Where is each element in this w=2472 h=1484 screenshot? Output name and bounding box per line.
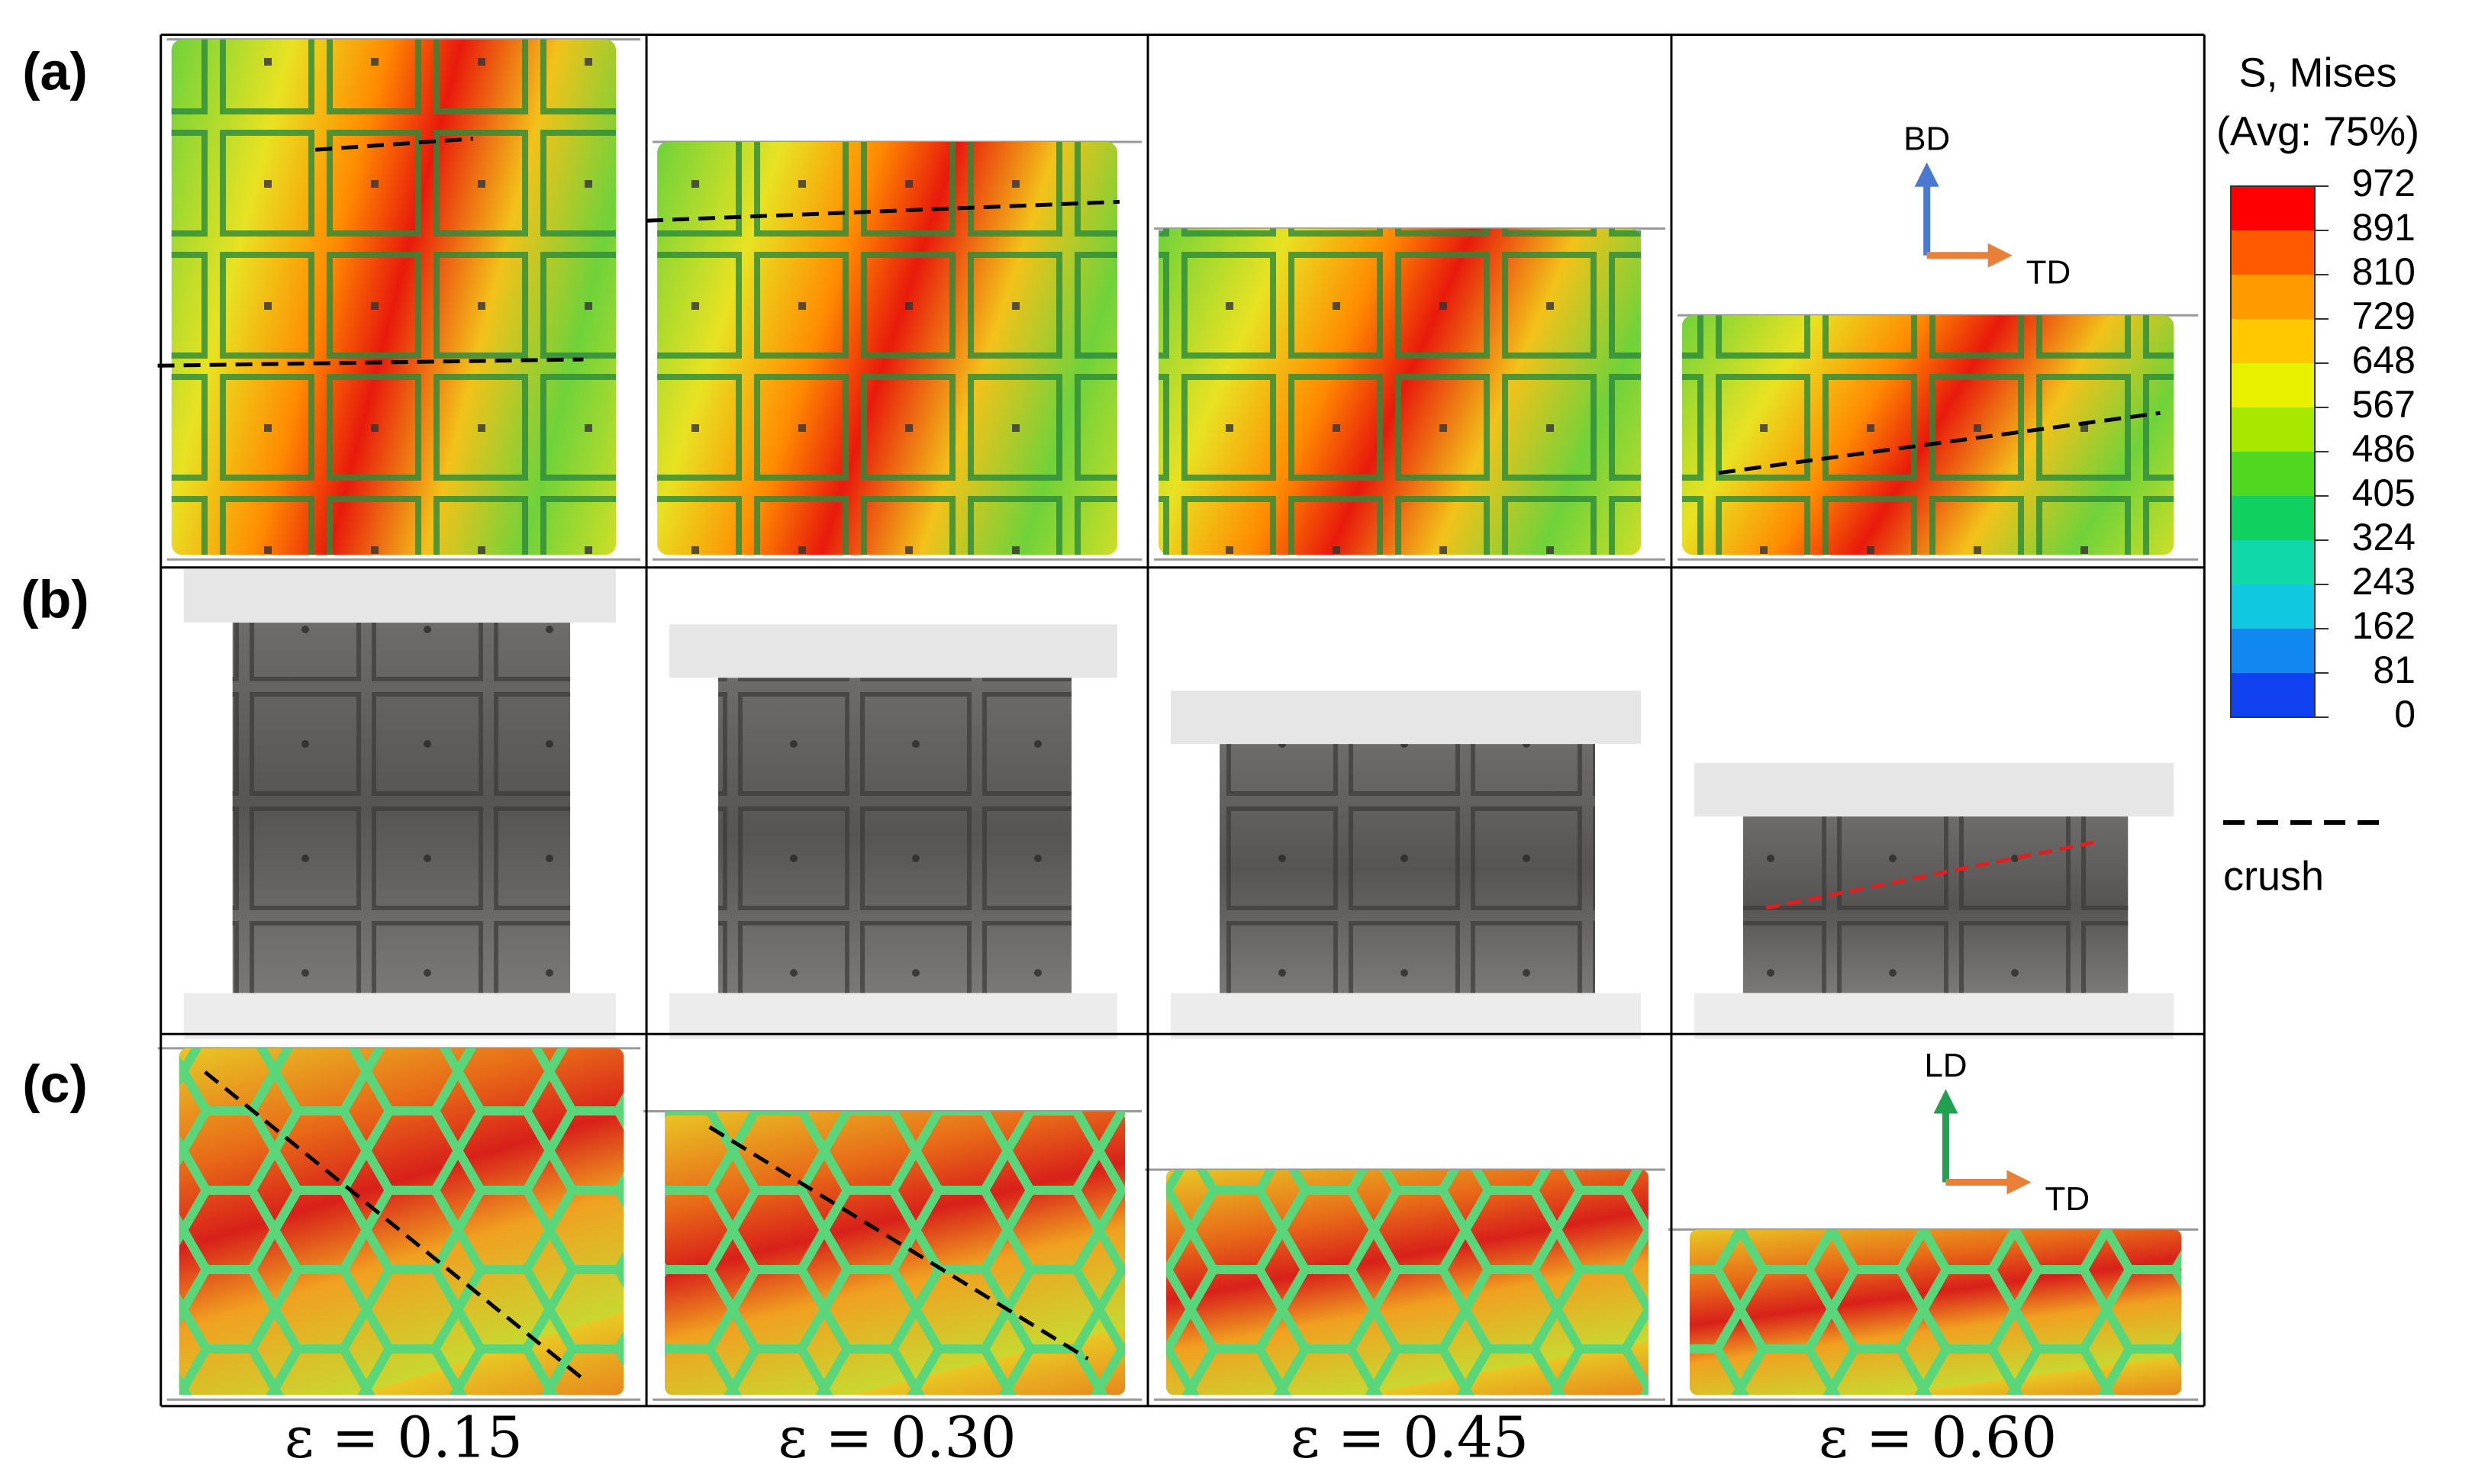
cell-overlay: [171, 39, 617, 555]
platen-bottom: [669, 993, 1118, 1039]
strain-label: ε = 0.45: [1291, 1405, 1529, 1470]
axis-arrowhead: [1914, 162, 1939, 187]
axis-arrowhead: [1933, 1089, 1958, 1114]
hex-overlay: [179, 1048, 624, 1395]
colorbar-tick-label: 972: [2352, 162, 2416, 204]
strain-label: ε = 0.15: [285, 1405, 523, 1470]
cell-overlay: [1742, 816, 2129, 993]
crush-line: [1718, 410, 2161, 475]
axis-label: TD: [2026, 253, 2071, 291]
hex-overlay: [1166, 1169, 1649, 1395]
colorbar-tick-label: 81: [2373, 649, 2416, 691]
colorbar-tick-label: 243: [2352, 560, 2416, 603]
colorbar-tick-label: 648: [2352, 339, 2416, 381]
crush-line: [1765, 839, 2098, 910]
colorbar-tick-label: 405: [2352, 472, 2416, 514]
platen-bottom: [1171, 993, 1641, 1039]
crush-line: [157, 357, 584, 368]
colorbar-segment: [2231, 230, 2315, 275]
axis-label: BD: [1903, 120, 1950, 157]
colorbar-segment: [2231, 275, 2315, 319]
colorbar-tick-label: 324: [2352, 516, 2416, 559]
platen-top: [669, 624, 1118, 678]
colorbar-tick-label: 891: [2352, 206, 2416, 249]
axis-arrowhead: [2006, 1170, 2032, 1195]
colorbar-segment: [2231, 407, 2315, 452]
crush-line: [315, 137, 473, 152]
panel-label: (a): [22, 41, 88, 101]
colorbar-segment: [2231, 186, 2315, 230]
axis-arrowhead: [1987, 243, 2013, 268]
colorbar-tick-label: 729: [2352, 295, 2416, 337]
colorbar-tick-label: 567: [2352, 383, 2416, 426]
colorbar-segment: [2231, 363, 2315, 407]
panel-label: (c): [22, 1054, 88, 1113]
legend-label: crush: [2223, 853, 2324, 899]
axis-label: TD: [2045, 1180, 2090, 1218]
platen-top: [1171, 690, 1641, 745]
axis-label: LD: [1924, 1047, 1967, 1084]
colorbar-tick-label: 162: [2352, 604, 2416, 647]
colorbar-segment: [2231, 496, 2315, 540]
platen-bottom: [1694, 993, 2174, 1039]
strain-label: ε = 0.60: [1819, 1405, 2057, 1470]
cell-overlay: [718, 678, 1072, 993]
colorbar-title: S, Mises: [2238, 50, 2396, 95]
colorbar-subtitle: (Avg: 75%): [2216, 108, 2419, 154]
cell-overlay: [1159, 228, 1641, 555]
platen-top: [183, 569, 617, 623]
platen-bottom: [183, 993, 617, 1039]
colorbar-segment: [2231, 629, 2315, 673]
colorbar-segment: [2231, 319, 2315, 363]
colorbar-tick-label: 810: [2352, 250, 2416, 293]
cell-overlay: [232, 623, 571, 993]
colorbar-tick-label: 0: [2394, 693, 2416, 736]
colorbar-segment: [2231, 452, 2315, 496]
panel-label: (b): [21, 569, 89, 629]
colorbar-segment: [2231, 584, 2315, 629]
strain-label: ε = 0.30: [778, 1405, 1016, 1470]
hex-overlay: [665, 1111, 1126, 1395]
colorbar-tick-label: 486: [2352, 427, 2416, 470]
cell-overlay: [1681, 315, 2174, 555]
crush-line: [708, 1125, 1089, 1361]
hex-overlay: [1689, 1229, 2182, 1395]
crush-line: [204, 1070, 585, 1381]
cell-overlay: [1220, 744, 1595, 993]
colorbar-segment: [2231, 673, 2315, 717]
platen-top: [1694, 763, 2174, 817]
colorbar-segment: [2231, 540, 2315, 584]
crush-line: [646, 199, 1120, 223]
